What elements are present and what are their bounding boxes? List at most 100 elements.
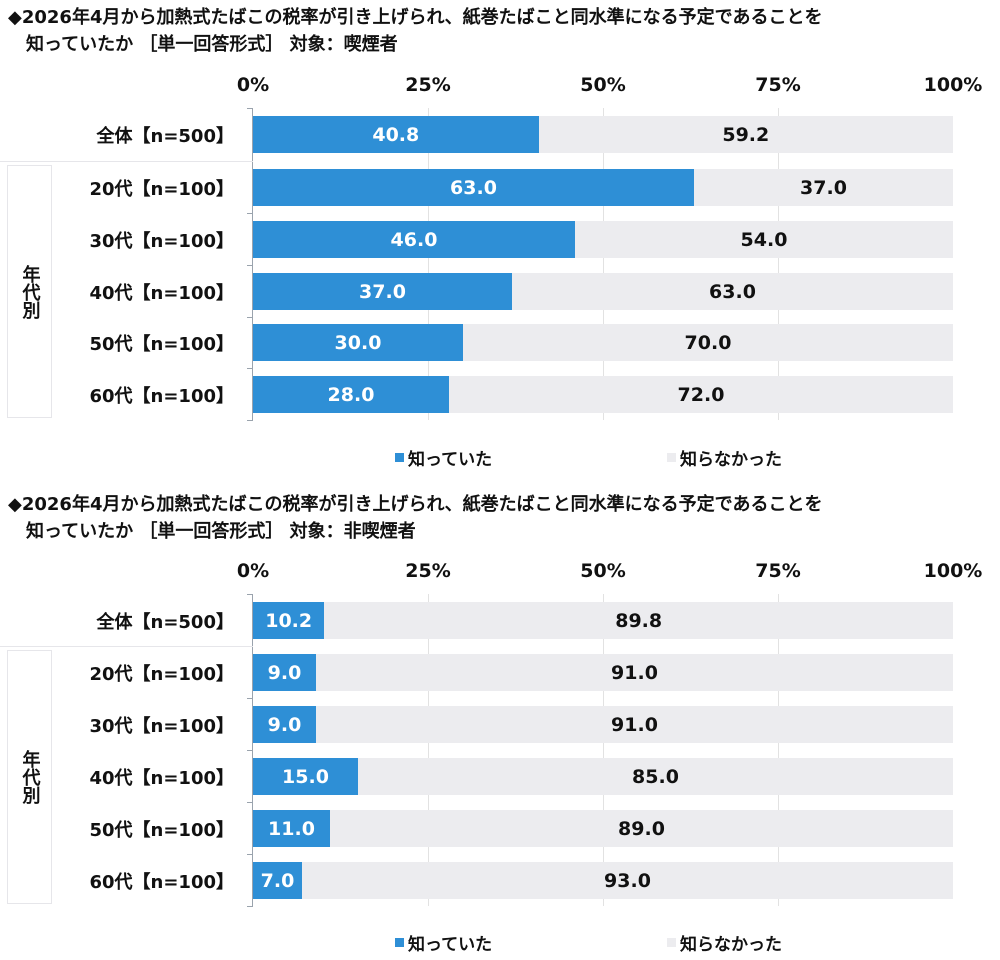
category-label: 30代【n=100】 [89, 716, 234, 737]
x-tick-label: 0% [236, 560, 270, 582]
y-axis-tick [247, 594, 253, 595]
category-label: 全体【n=500】 [96, 612, 234, 633]
x-tick-label: 100% [923, 560, 983, 582]
data-label: 63.0 [450, 177, 497, 199]
category-label: 50代【n=100】 [89, 334, 234, 355]
data-label: 30.0 [334, 332, 382, 354]
legend-label: 知らなかった [680, 450, 782, 470]
bar-known [253, 273, 512, 310]
data-label: 59.2 [722, 124, 770, 146]
gridline [428, 594, 429, 906]
chart-title: ◆2026年4月から加熱式たばこの税率が引き上げられ、紙巻たばこと同水準になる予… [8, 494, 823, 542]
bar-unknown [694, 169, 953, 206]
legend-item-known: 知っていた [395, 445, 492, 470]
category-label: 60代【n=100】 [89, 872, 234, 893]
bar-unknown [575, 221, 953, 258]
bar-known [253, 376, 449, 413]
data-label: 89.8 [615, 610, 663, 632]
bar-unknown [358, 758, 953, 795]
y-axis-tick [247, 906, 253, 907]
y-axis-tick [247, 698, 253, 699]
category-label: 60代【n=100】 [89, 386, 234, 407]
data-label: 85.0 [632, 766, 679, 788]
bar-unknown [316, 654, 953, 691]
x-tick-label: 25% [405, 74, 451, 96]
gridline [428, 108, 429, 420]
y-axis-tick [247, 213, 253, 214]
legend-swatch [667, 938, 676, 947]
data-label: 72.0 [677, 384, 725, 406]
y-axis-tick [247, 802, 253, 803]
bar-known [253, 602, 325, 639]
bar-known [253, 116, 539, 153]
data-label: 54.0 [740, 229, 788, 251]
legend-label: 知っていた [408, 450, 493, 470]
legend-item-unknown: 知らなかった [667, 930, 782, 955]
gridline [603, 594, 604, 906]
bar-known [253, 862, 302, 899]
bar-unknown [463, 324, 953, 361]
data-label: 7.0 [260, 870, 295, 892]
group-separator [0, 646, 253, 647]
bar-unknown [324, 602, 953, 639]
y-axis-tick [247, 316, 253, 318]
data-label: 9.0 [267, 662, 302, 684]
gridline [778, 594, 779, 906]
data-label: 91.0 [611, 662, 658, 684]
group-separator [0, 160, 253, 162]
category-label: 全体【n=500】 [96, 126, 234, 147]
legend-swatch [667, 453, 676, 462]
y-axis-tick [247, 750, 253, 751]
bar-known [253, 221, 575, 258]
y-axis-tick [247, 368, 253, 369]
bar-unknown [538, 116, 953, 153]
legend-swatch [395, 938, 404, 947]
legend-label: 知っていた [408, 935, 493, 955]
x-tick-label: 75% [755, 560, 801, 582]
legend-label: 知らなかった [680, 935, 782, 955]
legend-item-known: 知っていた [395, 930, 492, 955]
bar-known [253, 169, 694, 206]
data-label: 15.0 [282, 766, 329, 788]
category-label: 30代【n=100】 [89, 231, 234, 252]
bar-unknown [512, 273, 953, 310]
gridline [778, 108, 779, 420]
data-label: 93.0 [604, 870, 651, 892]
group-label: 年代別 [7, 165, 52, 418]
data-label: 63.0 [709, 281, 756, 303]
data-label: 46.0 [390, 229, 438, 251]
gridline [603, 108, 604, 420]
data-label: 11.0 [268, 818, 315, 840]
category-label: 40代【n=100】 [89, 768, 234, 789]
y-axis-tick [247, 854, 253, 855]
x-tick-label: 100% [923, 74, 983, 96]
group-label: 年代別 [7, 650, 52, 904]
bar-known [253, 654, 316, 691]
y-axis-tick [247, 265, 253, 266]
data-label: 9.0 [267, 714, 302, 736]
y-axis-tick [247, 108, 253, 109]
data-label: 89.0 [618, 818, 665, 840]
x-tick-label: 0% [236, 74, 270, 96]
bar-unknown [316, 706, 953, 743]
chart-title: ◆2026年4月から加熱式たばこの税率が引き上げられ、紙巻たばこと同水準になる予… [8, 7, 823, 55]
data-label: 10.2 [265, 610, 313, 632]
data-label: 70.0 [684, 332, 732, 354]
category-label: 40代【n=100】 [89, 283, 234, 304]
bar-known [253, 758, 358, 795]
legend-item-unknown: 知らなかった [667, 445, 782, 470]
x-tick-label: 25% [405, 560, 451, 582]
data-label: 28.0 [327, 384, 375, 406]
y-axis-tick [247, 420, 253, 421]
bar-unknown [330, 810, 953, 847]
category-label: 20代【n=100】 [89, 179, 234, 200]
data-label: 37.0 [359, 281, 406, 303]
x-tick-label: 50% [580, 560, 626, 582]
data-label: 40.8 [372, 124, 420, 146]
legend-swatch [395, 453, 404, 462]
y-axis-line [252, 108, 253, 420]
bar-known [253, 810, 330, 847]
bar-unknown [302, 862, 953, 899]
bar-known [253, 324, 463, 361]
category-label: 50代【n=100】 [89, 820, 234, 841]
